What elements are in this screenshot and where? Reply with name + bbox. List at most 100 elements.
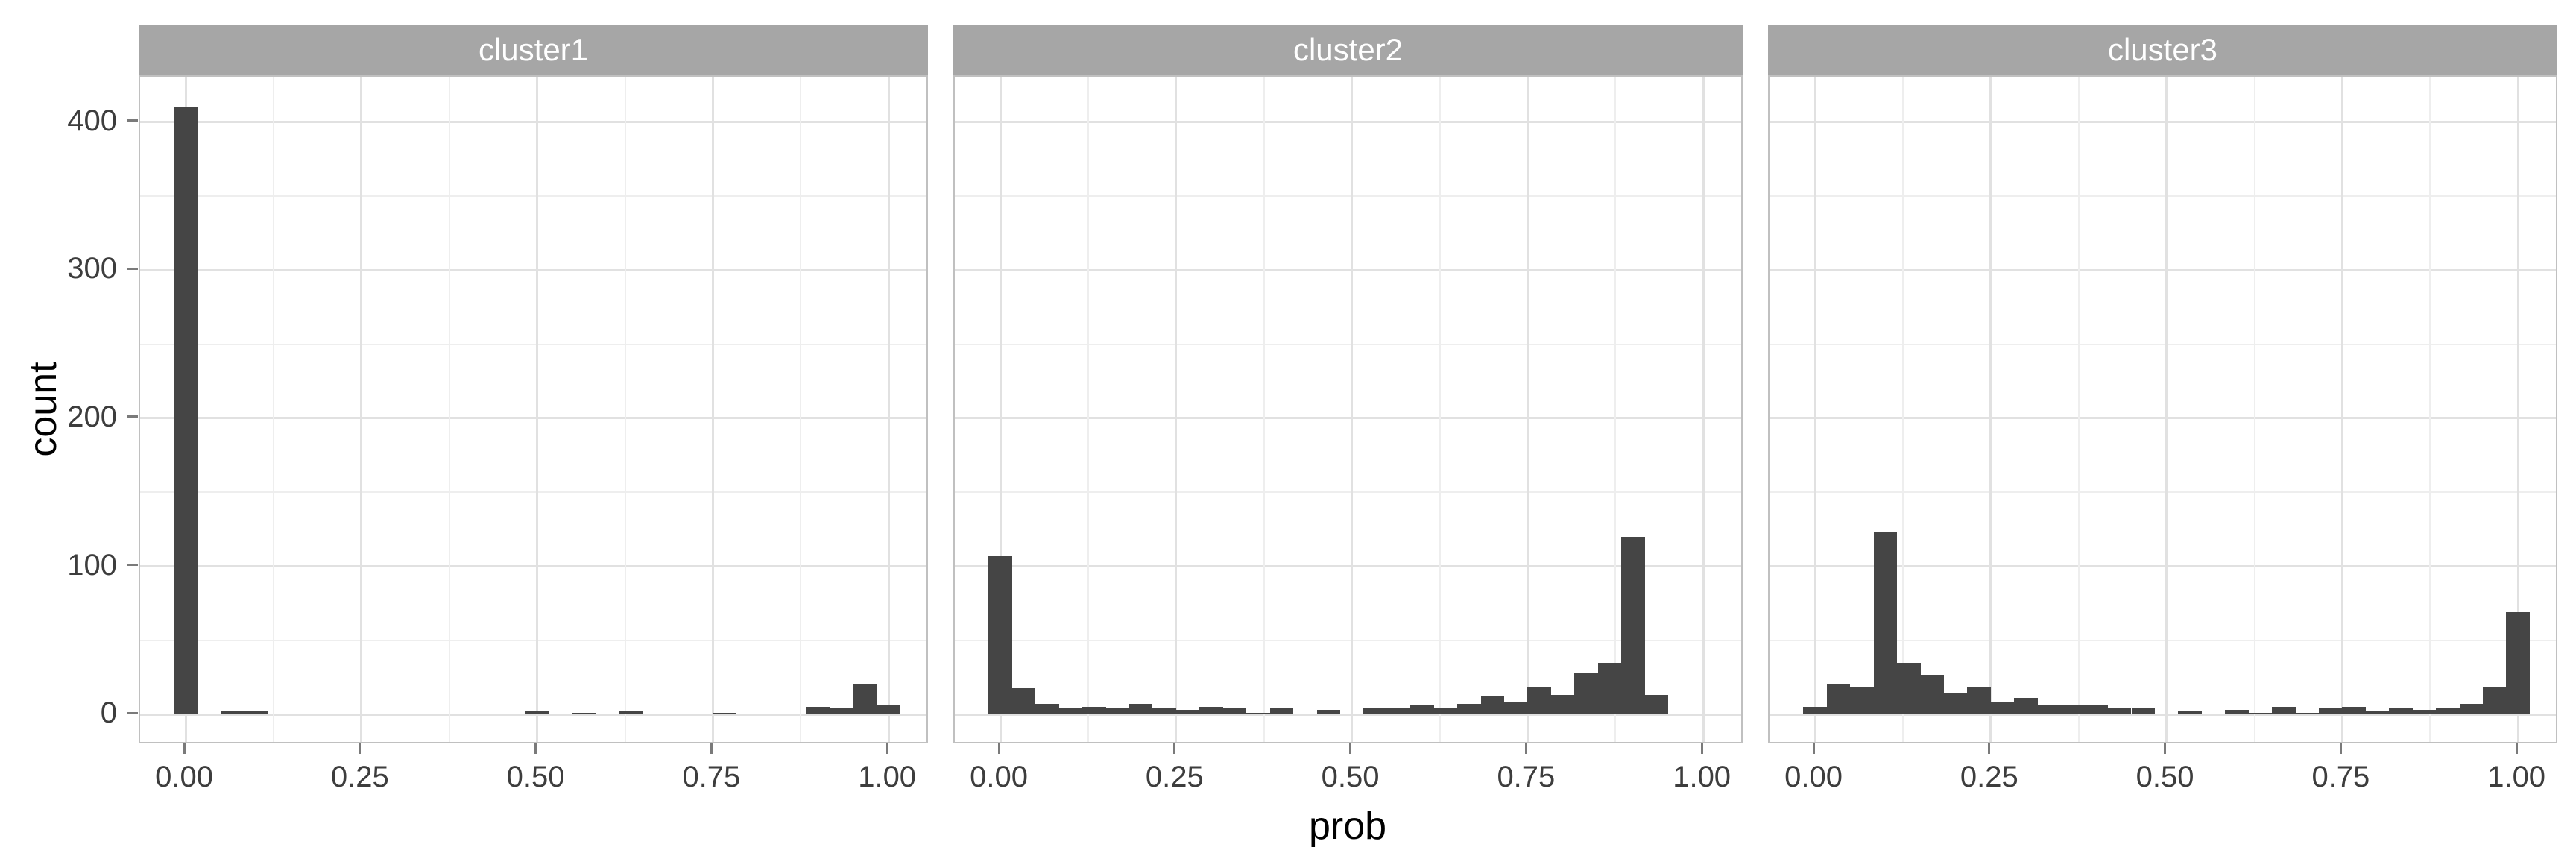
y-tick-mark [127,267,138,270]
x-tick-mark [359,743,362,754]
grid-major-v [711,77,714,742]
panel-cluster3 [1768,75,2557,743]
grid-major-h [955,121,1741,124]
facet-strip-cluster2: cluster2 [953,25,1743,75]
histogram-bar [1803,707,1827,715]
histogram-bar [2436,708,2460,715]
grid-major-v [1989,77,1992,742]
histogram-bar [2506,612,2530,715]
facet-strip-label: cluster1 [478,32,589,67]
grid-major-h [140,713,926,716]
histogram-bar [1503,702,1528,715]
histogram-bar [1527,686,1551,715]
histogram-bar [1597,662,1622,715]
x-tick-mark [183,743,186,754]
histogram-bar [1175,710,1200,715]
x-tick-mark [2339,743,2342,754]
histogram-bar [1035,704,1059,715]
x-tick-label: 0.75 [682,761,741,793]
grid-major-h [955,713,1741,716]
x-tick-label: 0.25 [330,761,389,793]
histogram-bar [1550,695,1575,715]
y-tick-mark [127,415,138,418]
grid-major-v [1813,77,1816,742]
x-tick-label: 0.75 [1497,761,1556,793]
x-tick-mark [1349,743,1352,754]
grid-major-h [140,268,926,271]
histogram-bar [1316,710,1340,715]
grid-minor-v [448,77,450,742]
histogram-bar [1897,662,1921,715]
x-tick-label: 0.50 [1321,761,1380,793]
histogram-bar [1621,536,1645,715]
grid-minor-h [955,639,1741,641]
x-tick-mark [1173,743,1176,754]
histogram-bar [1269,708,1294,715]
grid-major-v [999,77,1002,742]
grid-major-h [140,121,926,124]
x-tick-mark [710,743,713,754]
grid-major-v [887,77,890,742]
y-tick-mark [127,119,138,122]
histogram-bar [525,711,549,715]
grid-major-h [140,417,926,420]
grid-major-v [2340,77,2343,742]
histogram-bar [2365,711,2390,715]
histogram-bar [877,705,900,715]
histogram-bar [1082,707,1106,715]
grid-minor-h [955,195,1741,197]
x-tick-label: 1.00 [858,761,917,793]
x-tick-label: 0.25 [1145,761,1204,793]
grid-minor-v [1087,77,1089,742]
histogram-bar [1199,707,1223,715]
grid-minor-v [2253,77,2255,742]
x-tick-label: 1.00 [2487,761,2546,793]
grid-minor-h [955,343,1741,345]
histogram-bar [2014,698,2038,715]
grid-minor-h [1770,639,2556,641]
histogram-bar [1967,686,1991,715]
histogram-bar [2037,705,2062,715]
grid-minor-v [1901,77,1904,742]
histogram-bar [1920,674,1944,715]
grid-major-h [955,565,1741,568]
histogram-bar [830,708,853,715]
histogram-bar [2225,710,2249,715]
grid-major-h [1770,268,2556,271]
facet-strip-label: cluster2 [1292,32,1404,67]
facet-strip-cluster1: cluster1 [139,25,928,75]
x-tick-label: 0.00 [155,761,214,793]
grid-major-v [1351,77,1354,742]
x-tick-label: 1.00 [1673,761,1731,793]
histogram-bar [988,556,1012,715]
grid-minor-h [1770,343,2556,345]
x-tick-mark [886,743,888,754]
histogram-bar [2389,708,2413,715]
histogram-bar [572,713,596,715]
histogram-bar [1574,673,1598,715]
histogram-bar [1222,708,1247,715]
histogram-bar [2272,707,2296,715]
panel-cluster1 [139,75,928,743]
x-tick-label: 0.50 [2135,761,2194,793]
grid-minor-v [1614,77,1617,742]
x-tick-mark [1524,743,1527,754]
y-tick-label: 200 [67,400,117,433]
histogram-bar [1246,713,1270,715]
histogram-bar [1457,704,1481,715]
y-tick-label: 300 [67,252,117,286]
grid-minor-v [2077,77,2080,742]
x-tick-mark [997,743,1000,754]
grid-major-h [1770,565,2556,568]
histogram-bar [174,107,198,715]
x-tick-mark [2515,743,2518,754]
y-tick-label: 100 [67,548,117,582]
histogram-bar [1850,686,1874,715]
grid-minor-h [140,195,926,197]
grid-minor-v [1439,77,1441,742]
y-tick-mark [127,711,138,714]
grid-minor-v [272,77,274,742]
histogram-bar [2295,713,2319,715]
histogram-bar [1644,695,1668,715]
panel-cluster2 [953,75,1743,743]
